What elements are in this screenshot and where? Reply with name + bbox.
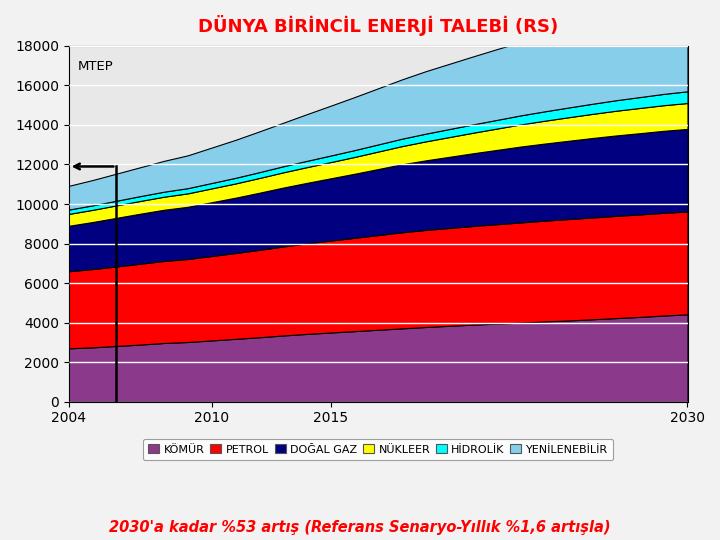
Text: 2030'a kadar %53 artış (Referans Senaryo-Yıllık %1,6 artışla): 2030'a kadar %53 artış (Referans Senaryo… — [109, 519, 611, 535]
Title: DÜNYA BİRİNCİL ENERJİ TALEBİ (RS): DÜNYA BİRİNCİL ENERJİ TALEBİ (RS) — [198, 15, 558, 36]
Text: MTEP: MTEP — [78, 60, 114, 73]
Legend: KÖMÜR, PETROL, DOĞAL GAZ, NÜKLEER, HİDROLİK, YENİLENEBİLİR: KÖMÜR, PETROL, DOĞAL GAZ, NÜKLEER, HİDRO… — [143, 438, 613, 460]
